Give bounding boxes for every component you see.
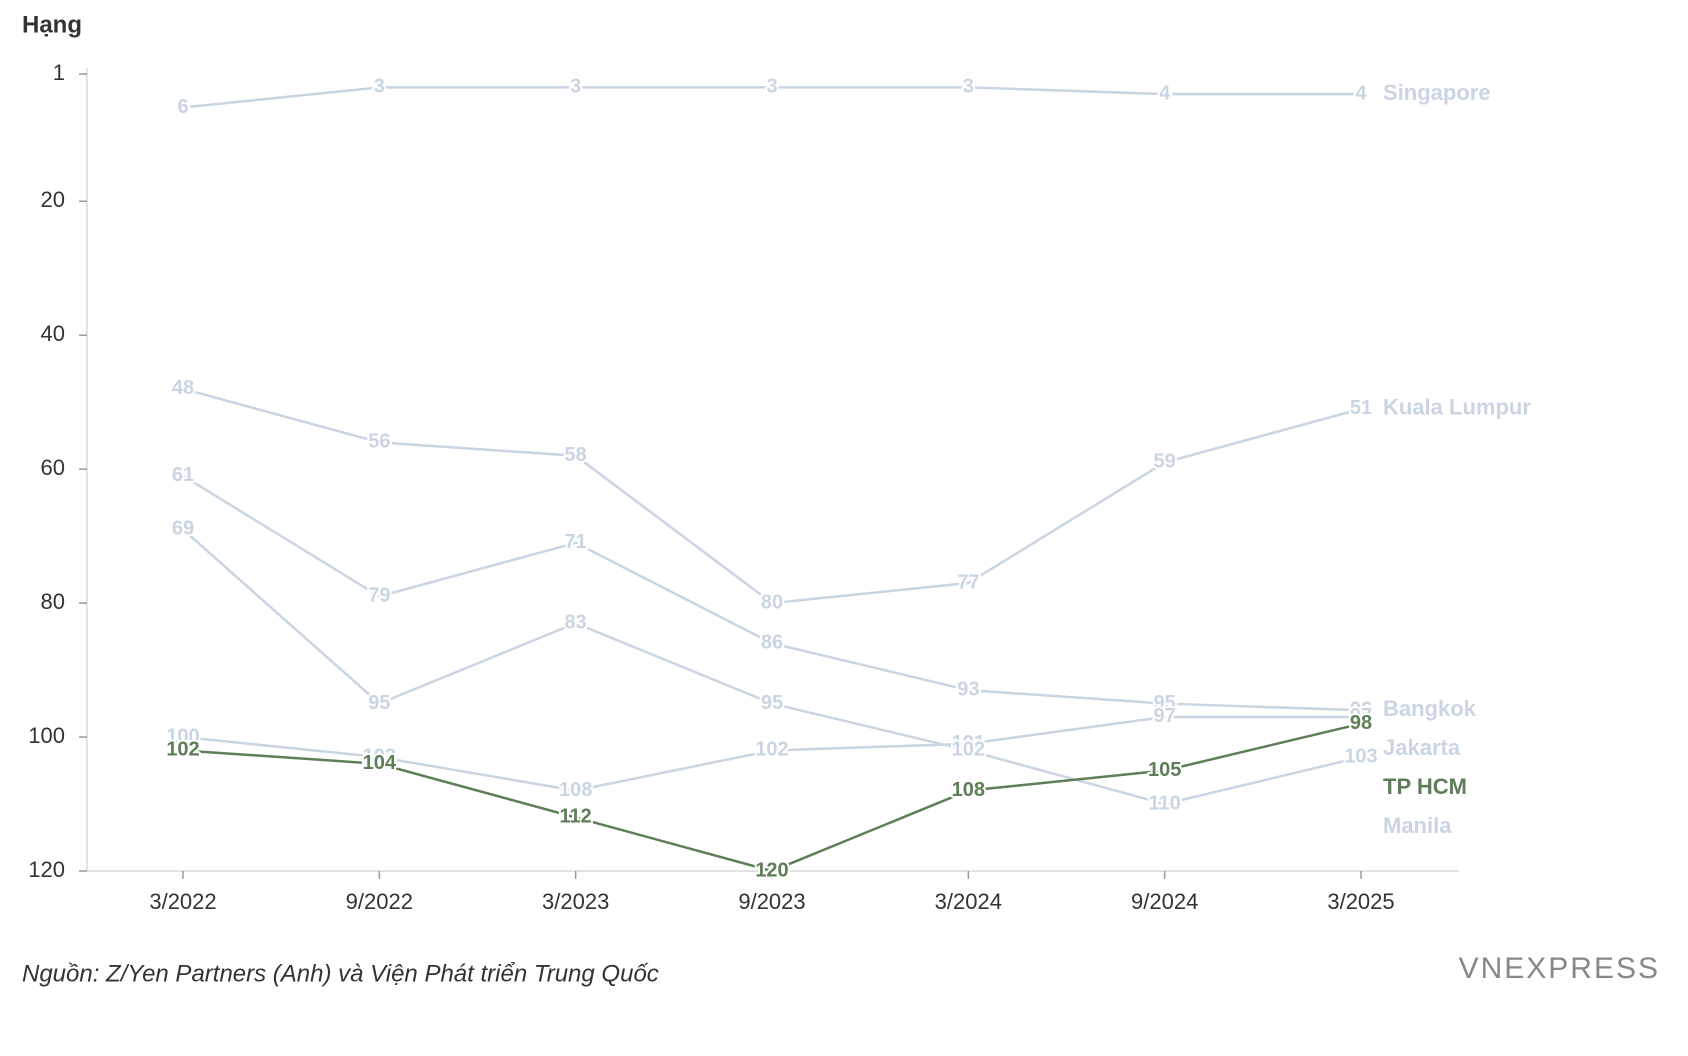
value-label: 95 [368,692,390,714]
value-label: 100 [166,725,199,747]
y-tick-label: 40 [41,321,65,346]
logo: VNEXPRESS [1459,952,1660,985]
value-label: 98 [1350,712,1372,734]
series-line [182,387,1362,605]
y-tick-label: 120 [28,857,65,882]
value-label: 4 [1355,82,1367,104]
x-tick-label: 9/2024 [1131,889,1198,914]
value-label: 51 [1350,397,1372,419]
value-label: 61 [172,464,194,486]
value-label: 4 [1159,82,1171,104]
value-label: 3 [570,76,581,98]
value-label: 102 [166,739,199,761]
value-label: 97 [1350,705,1372,727]
source: Nguồn: Z/Yen Partners (Anh) và Viện Phát… [22,960,659,987]
value-label: 48 [172,377,194,399]
series-line [182,528,1362,806]
x-tick-label: 3/2022 [149,889,216,914]
value-label: 71 [565,531,587,553]
value-label: 93 [957,678,979,700]
y-tick-label: 20 [41,187,65,212]
y-tick-label: 80 [41,589,65,614]
value-label: 103 [1344,745,1377,767]
y-tick-label: 1 [53,60,65,85]
value-label: 104 [363,752,397,774]
series-name: Manila [1383,813,1452,838]
value-label: 69 [172,518,194,540]
x-tick-label: 9/2022 [346,889,413,914]
y-axis-label: Hạng [22,11,82,38]
value-label: 95 [1154,692,1176,714]
value-label: 3 [766,76,777,98]
x-tick-label: 9/2023 [738,889,805,914]
series-line [182,722,1362,873]
value-label: 102 [952,739,985,761]
series-name: Kuala Lumpur [1383,395,1531,420]
value-label: 3 [963,76,974,98]
value-label: 6 [177,96,188,118]
series-name: Jakarta [1383,735,1461,760]
value-label: 102 [755,739,788,761]
x-tick-label: 3/2025 [1327,889,1394,914]
value-label: 103 [363,745,396,767]
value-label: 3 [374,76,385,98]
value-label: 83 [565,611,587,633]
value-label: 56 [368,431,390,453]
series-line [182,86,1361,109]
value-label: 120 [755,859,788,881]
value-label: 112 [560,806,592,828]
y-tick-label: 100 [28,723,65,748]
value-label: 58 [565,444,587,466]
series-name: TP HCM [1383,774,1467,799]
series-name: Bangkok [1383,696,1477,721]
value-label: 101 [952,732,985,754]
value-label: 77 [957,571,979,593]
value-label: 86 [761,632,783,654]
value-label: 108 [952,779,985,801]
value-label: 97 [1154,705,1176,727]
series-name: Singapore [1383,80,1491,105]
series-line [182,474,1362,712]
value-label: 80 [761,591,783,613]
y-tick-label: 60 [41,455,65,480]
value-label: 95 [761,692,783,714]
value-label: 79 [368,585,390,607]
value-label: 110 [1149,792,1181,814]
x-tick-label: 3/2023 [542,889,609,914]
series-line [182,715,1361,792]
value-label: 59 [1154,451,1176,473]
value-label: 96 [1350,699,1372,721]
x-tick-label: 3/2024 [935,889,1002,914]
value-label: 108 [559,779,592,801]
value-label: 105 [1148,759,1181,781]
